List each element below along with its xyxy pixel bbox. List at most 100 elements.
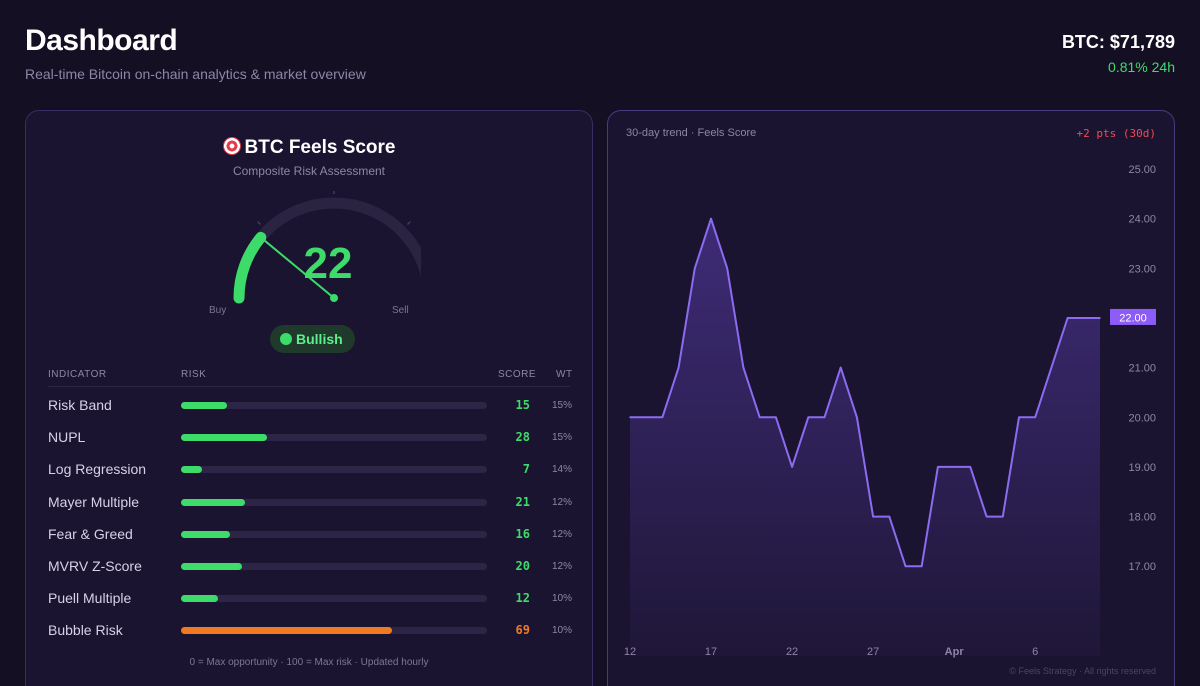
risk-bar-fill: [181, 466, 203, 474]
gauge-ticks: [257, 191, 411, 225]
btc-price: BTC: $71,789: [1061, 32, 1175, 52]
trend-label: 30-day trend · Feels Score: [626, 127, 757, 139]
y-tick-label: 24.00: [1128, 214, 1156, 226]
risk-bar-track: [181, 402, 487, 409]
status-badge: Bullish: [270, 325, 355, 353]
trend-point: [661, 416, 664, 419]
indicator-score: 69: [515, 623, 530, 638]
trend-point: [904, 565, 907, 567]
score-subtitle: Composite Risk Assessment: [232, 164, 386, 178]
indicator-name: NUPL: [48, 429, 86, 446]
y-tick-label: 23.00: [1128, 263, 1156, 275]
trend-point: [823, 416, 826, 419]
trend-point: [645, 416, 647, 419]
btc-change: 0.81% 24h: [1108, 59, 1175, 75]
trend-point: [791, 466, 793, 468]
x-tick-label: Apr: [945, 646, 965, 658]
feels-score-card: BTC Feels Score Composite Risk Assessmen…: [25, 110, 593, 686]
x-tick-label: 27: [867, 646, 879, 658]
indicator-score: 20: [515, 558, 530, 573]
indicator-score: 15: [515, 398, 530, 412]
gauge-tick: [407, 221, 411, 225]
risk-bar-fill: [181, 498, 246, 506]
gauge-needle: [260, 236, 335, 299]
trend-point: [742, 366, 745, 369]
risk-bar-fill: [181, 595, 218, 603]
indicator-score: 16: [515, 526, 530, 541]
trend-point: [985, 515, 988, 518]
y-tick-label: 21.00: [1128, 363, 1156, 375]
header-score: SCORE: [498, 369, 537, 380]
trend-line: [630, 217, 1100, 568]
table-row: Puell Multiple 12 10%: [48, 582, 572, 614]
indicator-name: Mayer Multiple: [48, 493, 140, 510]
trend-point: [710, 217, 712, 220]
trend-point: [1083, 317, 1085, 319]
header-indicator: INDICATOR: [48, 369, 107, 380]
score-title-text: BTC Feels Score: [244, 137, 396, 158]
x-tick-label: 12: [624, 646, 636, 658]
trend-point: [888, 515, 891, 518]
header: Dashboard Real-time Bitcoin on-chain ana…: [25, 24, 366, 82]
risk-bar-track: [181, 466, 487, 474]
trend-chart: 17.00 18.00 19.00 20.00 21.00 23.00 24.00 25.00…: [624, 164, 1156, 658]
page-title: Dashboard: [25, 24, 178, 57]
gauge-hub: [330, 294, 338, 302]
trend-point: [872, 515, 874, 518]
gauge-sell-label: Sell: [392, 305, 409, 316]
target-icon: [222, 137, 241, 155]
x-tick-label: 22: [786, 646, 798, 658]
indicator-name: MVRV Z-Score: [48, 557, 142, 574]
header-weight: WT: [556, 369, 573, 380]
trend-point: [920, 565, 923, 567]
trend-point: [953, 466, 955, 468]
score-title: BTC Feels Score: [26, 137, 592, 159]
trend-point: [629, 416, 631, 419]
table-footnote: 0 = Max opportunity · 100 = Max risk · U…: [189, 657, 429, 668]
score-gauge: [233, 191, 421, 304]
indicator-name: Log Regression: [48, 461, 147, 478]
risk-bar-fill: [181, 434, 267, 442]
risk-bar-track: [181, 498, 487, 506]
last-value-label: 22.00: [1119, 312, 1147, 324]
trend-point: [969, 466, 972, 468]
gauge-needle-tip: [256, 233, 265, 242]
table-row: Bubble Risk 69 10%: [48, 614, 572, 646]
y-tick-label: 18.00: [1128, 512, 1156, 524]
indicator-table-header: INDICATOR RISK SCORE WT: [48, 369, 573, 387]
trend-point: [839, 366, 842, 369]
trend-point: [758, 416, 761, 419]
indicator-name: Risk Band: [48, 397, 112, 413]
table-row: MVRV Z-Score 20 12%: [48, 550, 572, 582]
copyright-text: © Feels Strategy · All rights reserved: [1009, 666, 1156, 676]
y-tick-label: 17.00: [1128, 561, 1156, 573]
indicator-weight: 15%: [551, 400, 572, 411]
indicator-weight: 10%: [551, 625, 572, 637]
table-row: Log Regression 7 14%: [48, 453, 572, 485]
trend-point: [937, 466, 939, 468]
trend-point: [807, 416, 810, 419]
risk-bar-track: [181, 562, 487, 570]
gauge-value-arc: [233, 231, 267, 304]
indicator-name: Fear & Greed: [48, 525, 133, 542]
risk-bar-track: [181, 530, 487, 538]
risk-bar-track: [181, 595, 487, 603]
risk-bar-fill: [181, 562, 243, 570]
table-row: Risk Band 15 15%: [48, 389, 572, 421]
indicator-weight: 10%: [551, 593, 572, 605]
indicator-weight: 12%: [551, 560, 572, 572]
x-tick-label: 6: [1032, 646, 1038, 658]
indicator-weight: 14%: [551, 464, 572, 476]
trend-point: [726, 267, 728, 270]
indicator-weight: 12%: [551, 496, 572, 508]
trend-area: [630, 218, 1100, 656]
risk-bar-track: [181, 434, 487, 442]
risk-bar-track: [181, 627, 487, 635]
trend-point: [1050, 366, 1053, 369]
trend-point: [1018, 416, 1020, 419]
trend-point: [856, 416, 858, 419]
page-subtitle: Real-time Bitcoin on-chain analytics & m…: [25, 66, 366, 82]
trend-card: 17.00 18.00 19.00 20.00 21.00 23.00 24.00 25.00…: [607, 110, 1175, 686]
btc-ticker: BTC: $71,789 0.81% 24h: [1062, 32, 1175, 75]
last-value-badge: [1110, 308, 1156, 325]
